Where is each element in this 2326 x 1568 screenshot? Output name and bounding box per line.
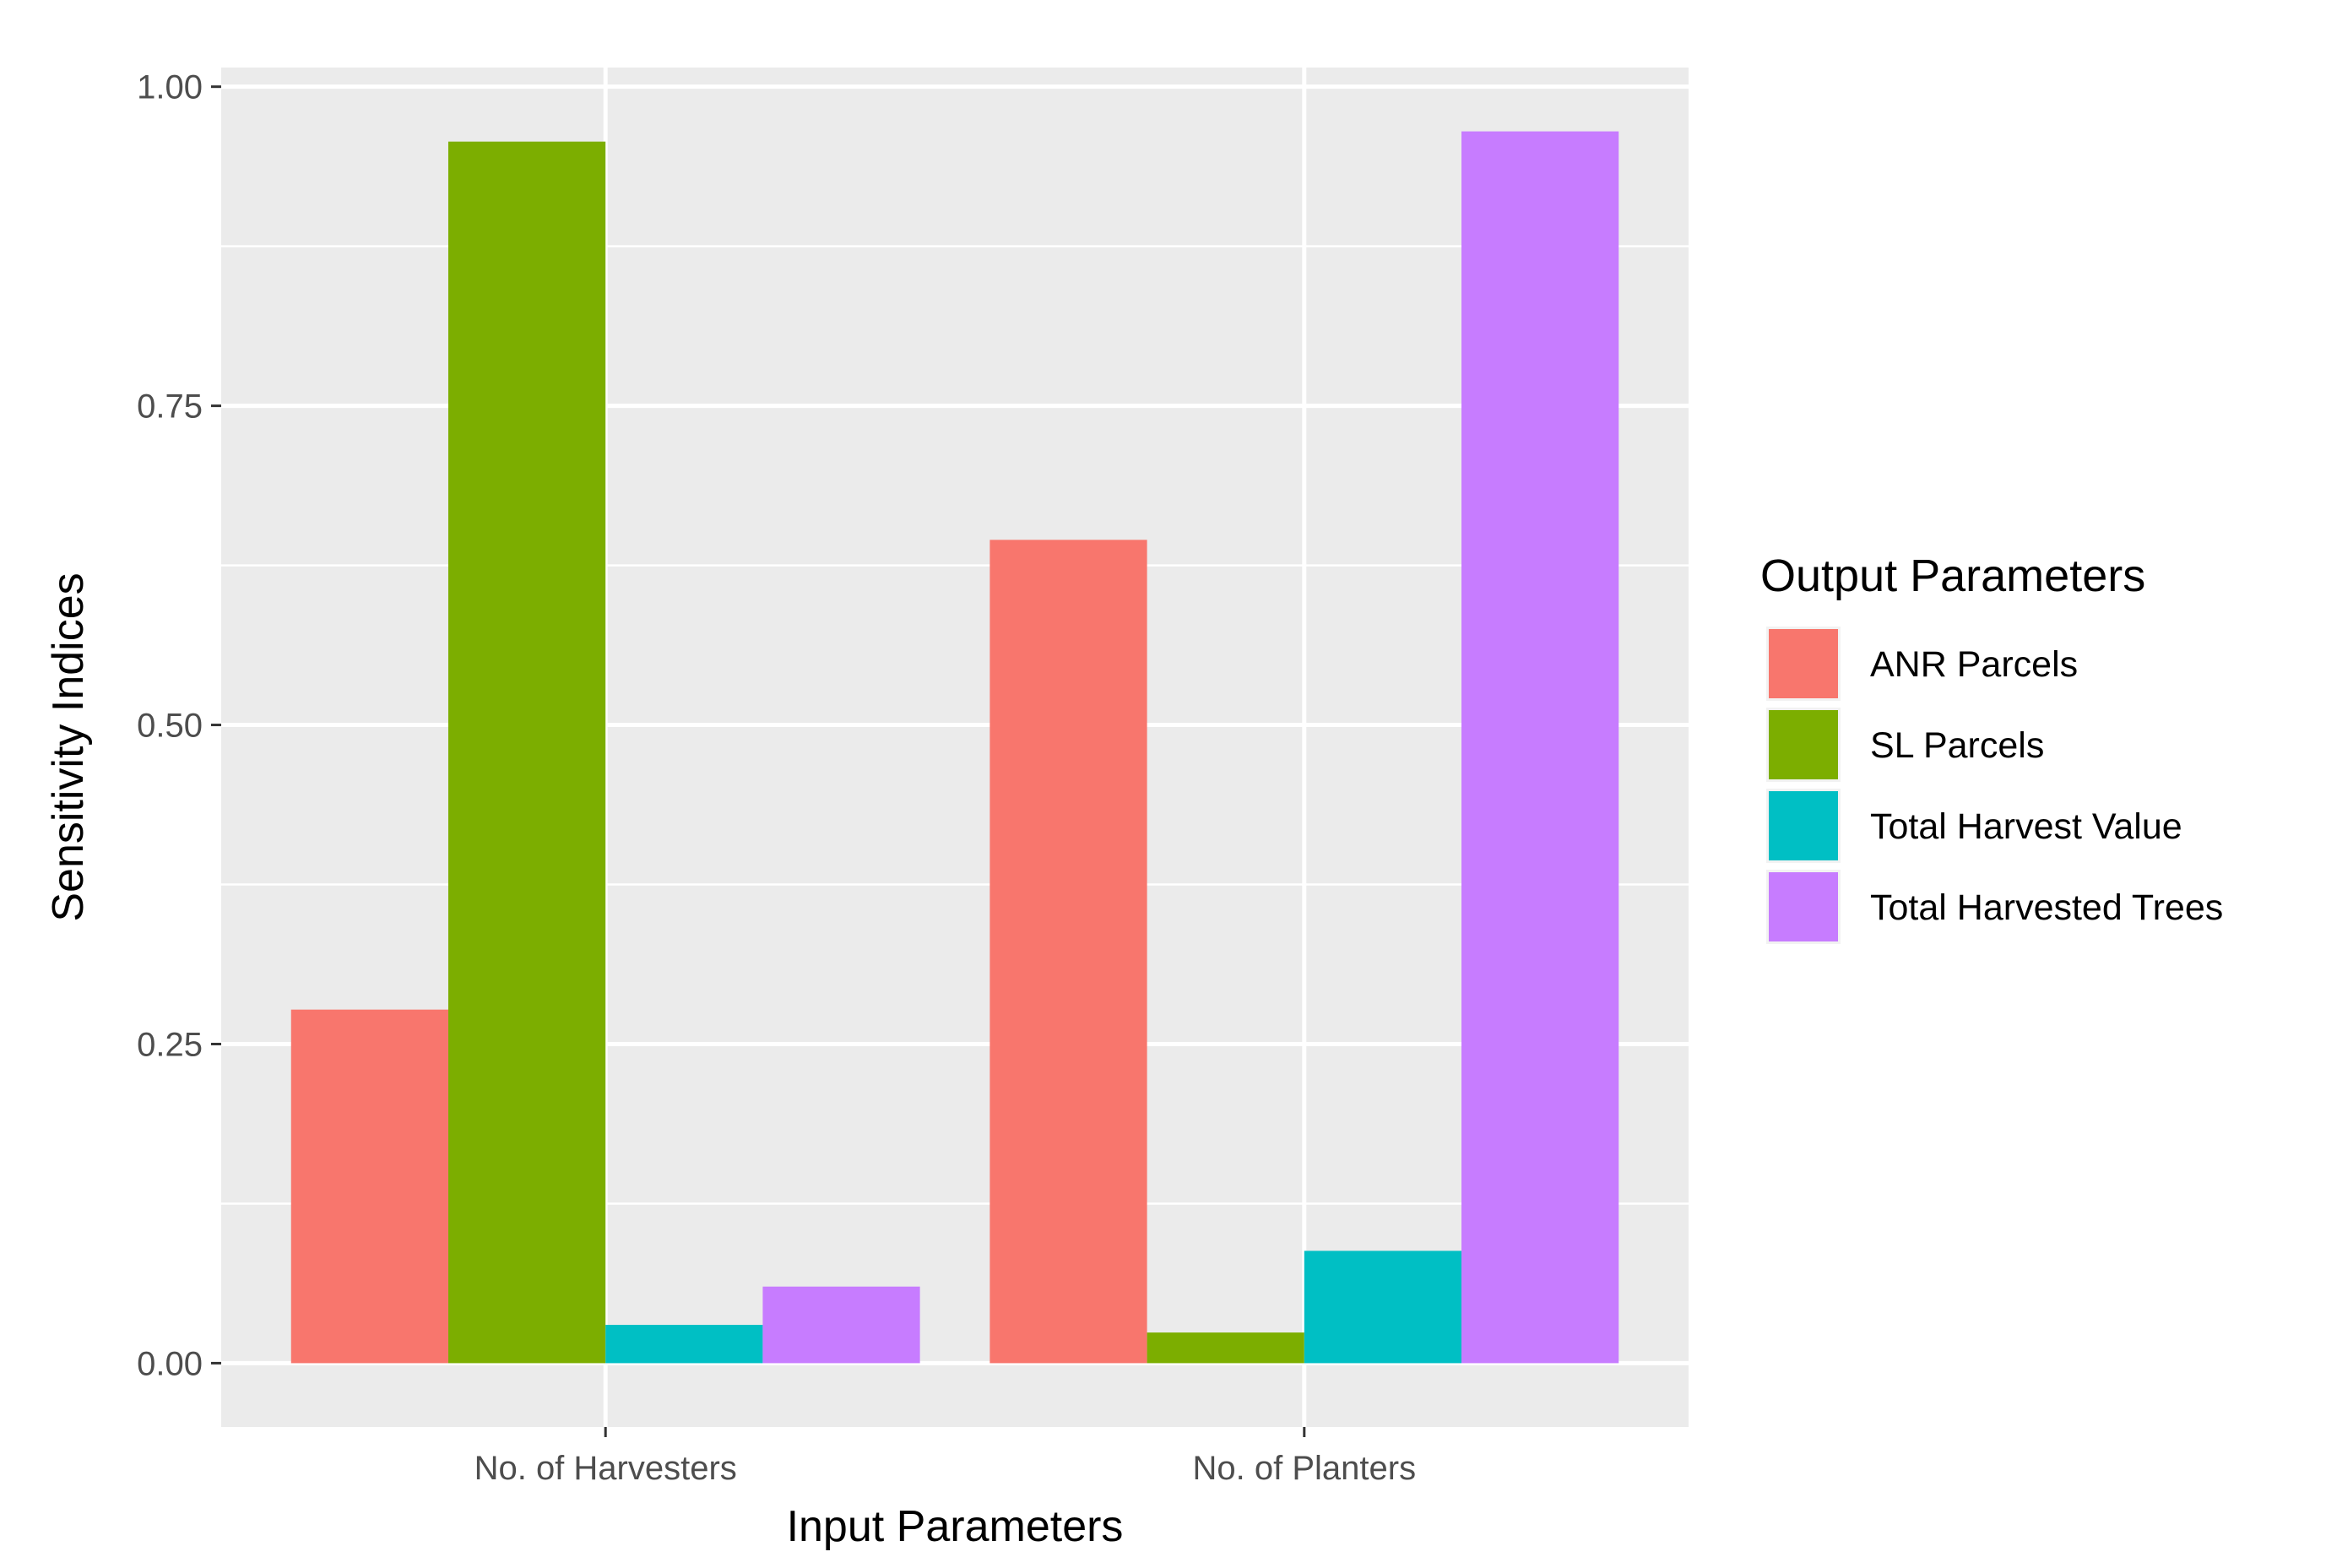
bar — [989, 540, 1147, 1364]
bar — [605, 1325, 763, 1364]
legend-label: ANR Parcels — [1870, 644, 2078, 685]
x-tick-label: No. of Planters — [1193, 1450, 1417, 1487]
bar — [1304, 1251, 1462, 1364]
bar — [762, 1286, 920, 1364]
legend-label: Total Harvest Value — [1870, 806, 2182, 847]
legend: Output Parameters ANR Parcels SL Parcels T… — [1760, 551, 2223, 944]
x-axis-title: Input Parameters — [787, 1502, 1124, 1551]
legend-label: SL Parcels — [1870, 725, 2044, 766]
x-axis: No. of Harvesters No. of Planters — [474, 1427, 1417, 1487]
legend-swatch — [1769, 710, 1838, 779]
legend-swatch — [1769, 872, 1838, 941]
y-axis: 0.00 0.25 0.50 0.75 1.00 — [137, 69, 221, 1382]
y-tick-label: 0.50 — [137, 708, 203, 745]
y-tick-label: 0.75 — [137, 388, 203, 426]
bars — [290, 131, 1619, 1364]
bar — [290, 1009, 448, 1364]
bar — [1147, 1332, 1304, 1364]
bar — [1461, 131, 1619, 1364]
y-tick-label: 1.00 — [137, 69, 203, 106]
x-tick-label: No. of Harvesters — [474, 1450, 737, 1487]
y-axis-title: Sensitivity Indices — [44, 572, 93, 921]
legend-swatch — [1769, 629, 1838, 698]
y-tick-label: 0.00 — [137, 1345, 203, 1382]
legend-title: Output Parameters — [1760, 551, 2145, 601]
legend-label: Total Harvested Trees — [1870, 887, 2223, 928]
legend-swatch — [1769, 791, 1838, 860]
y-tick-label: 0.25 — [137, 1026, 203, 1063]
bar — [447, 141, 606, 1364]
